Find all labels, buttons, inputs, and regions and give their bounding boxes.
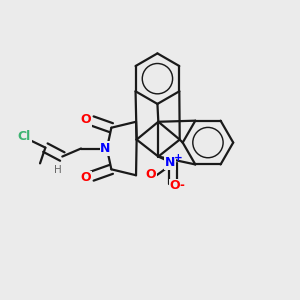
Text: N: N xyxy=(100,142,111,155)
Text: O: O xyxy=(81,171,92,184)
Text: O: O xyxy=(81,113,92,126)
Text: O: O xyxy=(145,168,156,181)
Text: +: + xyxy=(174,153,183,163)
Text: N: N xyxy=(165,156,175,169)
Text: O: O xyxy=(169,179,180,192)
Text: H: H xyxy=(54,165,62,175)
Text: -: - xyxy=(179,178,184,192)
Text: Cl: Cl xyxy=(18,130,31,143)
